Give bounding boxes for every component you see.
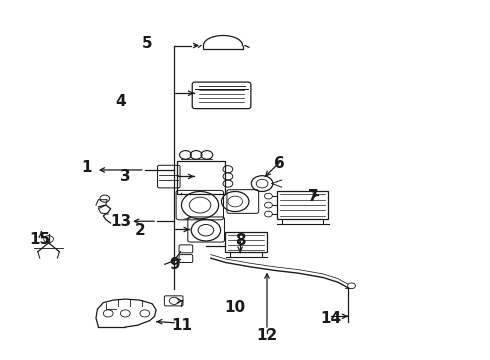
Text: 11: 11 xyxy=(171,318,192,333)
Text: 10: 10 xyxy=(225,300,246,315)
Text: 4: 4 xyxy=(115,94,126,109)
Text: 12: 12 xyxy=(256,328,278,343)
Text: 15: 15 xyxy=(29,232,50,247)
Bar xyxy=(225,231,267,252)
Text: 5: 5 xyxy=(142,36,152,51)
Text: 14: 14 xyxy=(320,311,341,325)
Text: 7: 7 xyxy=(308,189,318,204)
Text: 2: 2 xyxy=(135,223,146,238)
Text: 13: 13 xyxy=(110,214,131,229)
Text: 3: 3 xyxy=(120,169,131,184)
Text: 9: 9 xyxy=(169,257,179,272)
Bar xyxy=(277,191,328,220)
Text: 6: 6 xyxy=(274,156,285,171)
Bar xyxy=(176,161,225,194)
Text: 8: 8 xyxy=(235,234,245,248)
Text: 1: 1 xyxy=(81,160,92,175)
